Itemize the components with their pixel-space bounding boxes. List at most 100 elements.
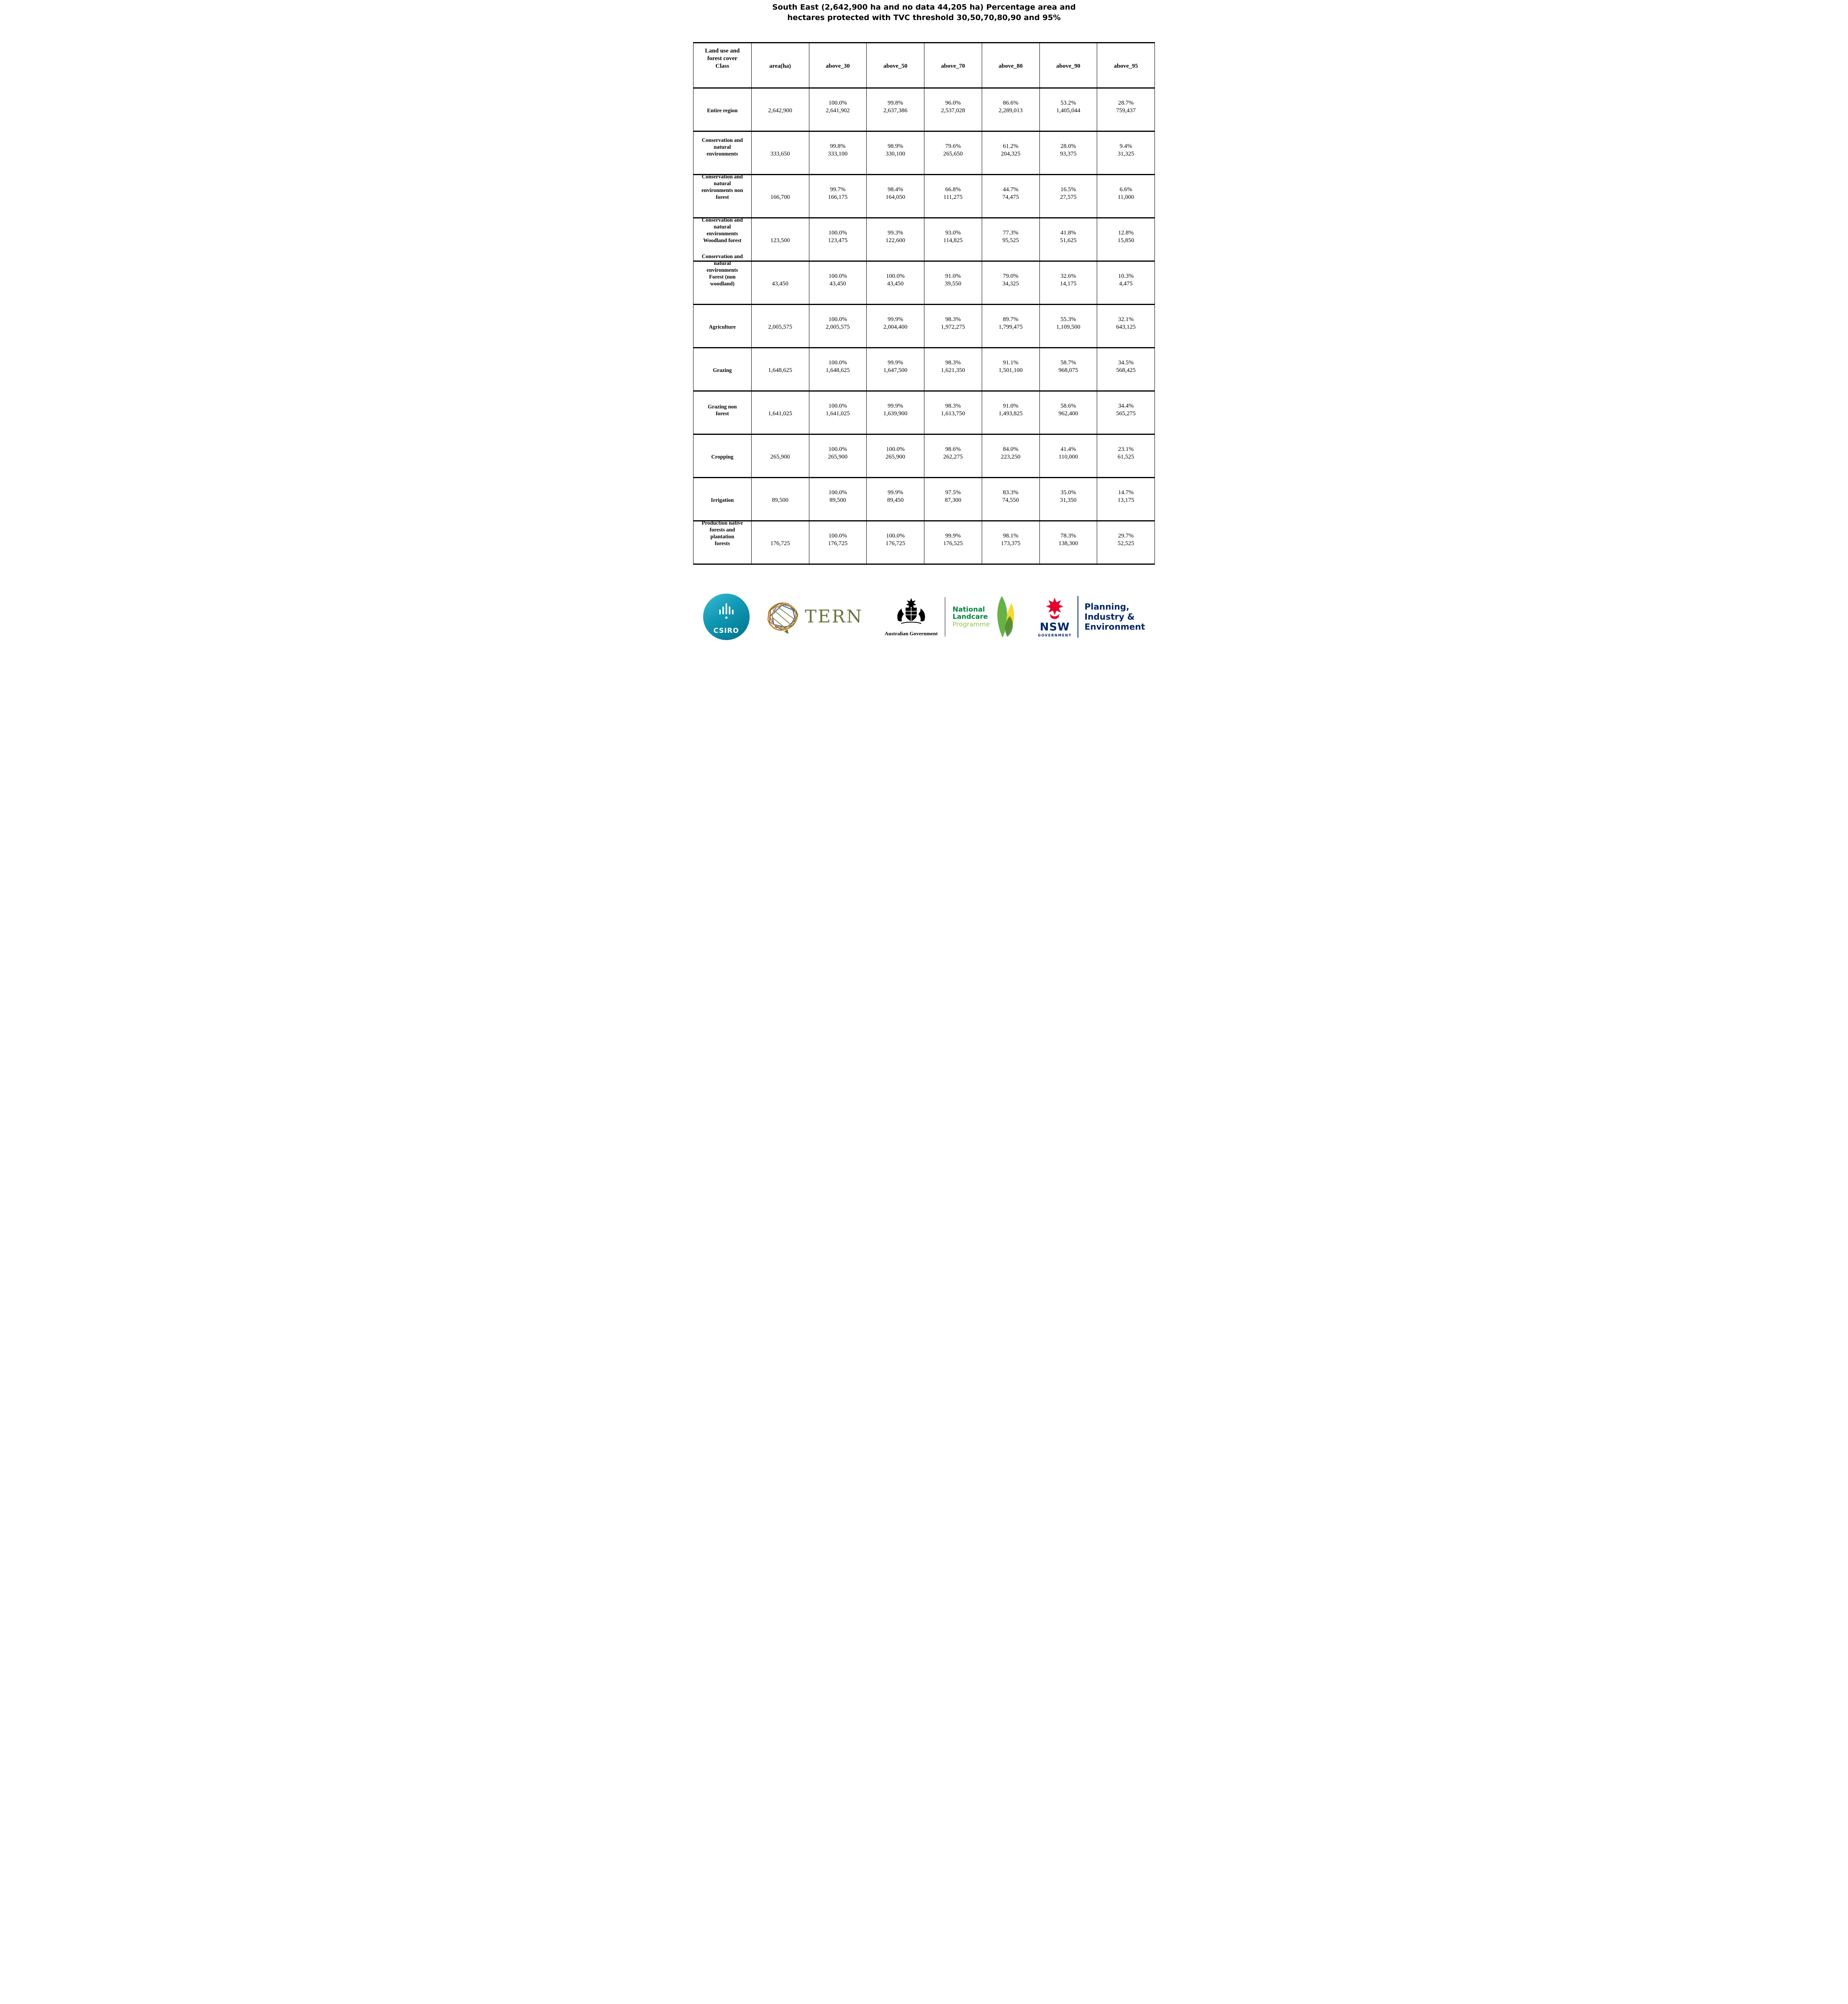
hectares-value: 2,537,028 [941, 107, 965, 114]
hectares-value: 74,550 [1002, 497, 1019, 503]
hectares-value: 122,600 [886, 237, 905, 244]
percent-value: 58.6% [1060, 402, 1076, 409]
percent-value: 91.1% [1003, 359, 1019, 366]
nsw-government-subtext: GOVERNMENT [1038, 634, 1072, 638]
percent-value: 100.0% [828, 273, 847, 279]
value-cell: 99.9% 89,450 [866, 477, 924, 521]
value-cell: 100.0% 265,900 [866, 434, 924, 477]
landcare-line-programme: Programme [952, 620, 990, 628]
report-page: South East (2,642,900 ha and no data 44,… [693, 0, 1155, 640]
hectares-value: 968,075 [1058, 367, 1078, 374]
percent-value: 100.0% [828, 316, 847, 323]
value-pair: 34.4% 565,275 [1098, 402, 1153, 418]
area-cell: 123,500 [751, 217, 809, 261]
value-pair: 66.8% 111,275 [926, 186, 981, 201]
value-pair: 41.8% 51,625 [1041, 229, 1096, 244]
csiro-wordmark: CSIRO [713, 627, 739, 635]
value-cell: 98.1% 173,375 [981, 520, 1039, 564]
value-pair: 99.8% 333,100 [811, 143, 865, 158]
value-cell: 78.3% 138,300 [1039, 520, 1097, 564]
area-value: 2,005,575 [768, 323, 793, 330]
row-label: Grazing non forest [708, 403, 737, 416]
value-pair: 100.0% 2,005,575 [811, 316, 865, 331]
percent-value: 99.8% [830, 143, 846, 149]
value-pair: 100.0% 89,500 [811, 489, 865, 504]
percent-value: 41.4% [1060, 446, 1076, 453]
percent-value: 99.7% [830, 186, 846, 193]
value-pair: 99.9% 2,004,400 [868, 316, 923, 331]
value-cell: 100.0% 43,450 [866, 261, 924, 304]
hectares-value: 1,493,825 [999, 410, 1023, 417]
hectares-value: 93,375 [1060, 150, 1077, 157]
percent-value: 98.3% [945, 316, 961, 323]
percent-value: 66.8% [945, 186, 961, 193]
value-pair: 93.0% 114,825 [926, 229, 981, 244]
value-cell: 96.0% 2,537,028 [924, 87, 982, 131]
value-pair: 28.0% 93,375 [1041, 143, 1096, 158]
value-cell: 12.8% 15,850 [1097, 217, 1154, 261]
value-cell: 29.7% 52,525 [1097, 520, 1154, 564]
area-value: 43,450 [772, 280, 789, 287]
percent-value: 14.7% [1118, 489, 1134, 496]
row-label: Cropping [711, 453, 734, 460]
value-cell: 86.6% 2,289,013 [981, 87, 1039, 131]
value-pair: 99.3% 122,600 [868, 229, 923, 244]
value-pair: 58.7% 968,075 [1041, 359, 1096, 374]
value-pair: 98.3% 1,972,275 [926, 316, 981, 331]
pie-line-planning: Planning, [1084, 602, 1130, 612]
percent-value: 99.3% [888, 229, 903, 236]
percent-value: 16.5% [1060, 186, 1076, 193]
header-label: above_30 [825, 63, 850, 70]
row-label: Conservation and natural environments Fo… [702, 253, 743, 287]
value-pair: 44.7% 74,475 [983, 186, 1038, 201]
value-cell: 100.0% 2,005,575 [809, 304, 867, 347]
value-pair: 100.0% 176,725 [811, 532, 865, 547]
header-label: above_80 [999, 63, 1023, 70]
value-cell: 44.7% 74,475 [981, 174, 1039, 218]
value-pair: 86.6% 2,289,013 [983, 99, 1038, 115]
percent-value: 89.7% [1003, 316, 1019, 323]
percent-value: 100.0% [828, 229, 847, 236]
hectares-value: 565,275 [1116, 410, 1136, 417]
row-label-cell: Production native forests and plantation… [694, 520, 751, 564]
value-pair: 10.3% 4,475 [1098, 273, 1153, 288]
percent-value: 100.0% [886, 446, 905, 453]
value-cell: 23.1% 61,525 [1097, 434, 1154, 477]
value-pair: 100.0% 43,450 [868, 273, 923, 288]
value-cell: 91.0% 1,493,825 [981, 390, 1039, 434]
value-pair: 98.3% 1,621,350 [926, 359, 981, 374]
hectares-value: 265,900 [886, 453, 905, 460]
header-cell: above_30 [809, 43, 867, 88]
percent-value: 98.4% [888, 186, 903, 193]
value-cell: 98.9% 330,100 [866, 131, 924, 174]
value-pair: 91.0% 39,550 [926, 273, 981, 288]
hectares-value: 176,725 [828, 540, 848, 547]
row-label-cell: Conservation and natural environments Wo… [694, 217, 751, 261]
row-label-cell: Conservation and natural environments Fo… [694, 253, 751, 304]
header-cell: Land use and forest cover Class [694, 43, 751, 87]
tern-australia-map-icon [767, 602, 798, 634]
pie-line-environment: Environment [1084, 622, 1145, 632]
percent-value: 86.6% [1003, 99, 1019, 106]
value-pair: 84.0% 223,250 [983, 446, 1038, 461]
value-pair: 100.0% 265,900 [811, 446, 865, 461]
value-cell: 10.3% 4,475 [1097, 261, 1154, 304]
row-label-cell: Grazing non forest [694, 390, 751, 434]
hectares-value: 74,475 [1002, 194, 1019, 200]
area-value: 166,700 [770, 194, 790, 200]
hectares-value: 223,250 [1001, 453, 1021, 460]
value-pair: 99.9% 1,647,500 [868, 359, 923, 374]
header-label: above_70 [941, 63, 965, 70]
value-cell: 100.0% 176,725 [809, 520, 867, 564]
header-cell: above_80 [981, 43, 1039, 88]
value-pair: 6.6% 11,000 [1098, 186, 1153, 201]
area-value: 123,500 [770, 237, 790, 244]
value-cell: 53.2% 1,405,044 [1039, 87, 1097, 131]
value-cell: 6.6% 11,000 [1097, 174, 1154, 218]
header-cell: area(ha) [751, 43, 809, 88]
percent-value: 99.9% [888, 402, 903, 409]
percent-value: 58.7% [1060, 359, 1076, 366]
row-label: Entire region [707, 107, 738, 113]
area-value: 176,725 [770, 540, 790, 547]
value-cell: 100.0% 176,725 [866, 520, 924, 564]
